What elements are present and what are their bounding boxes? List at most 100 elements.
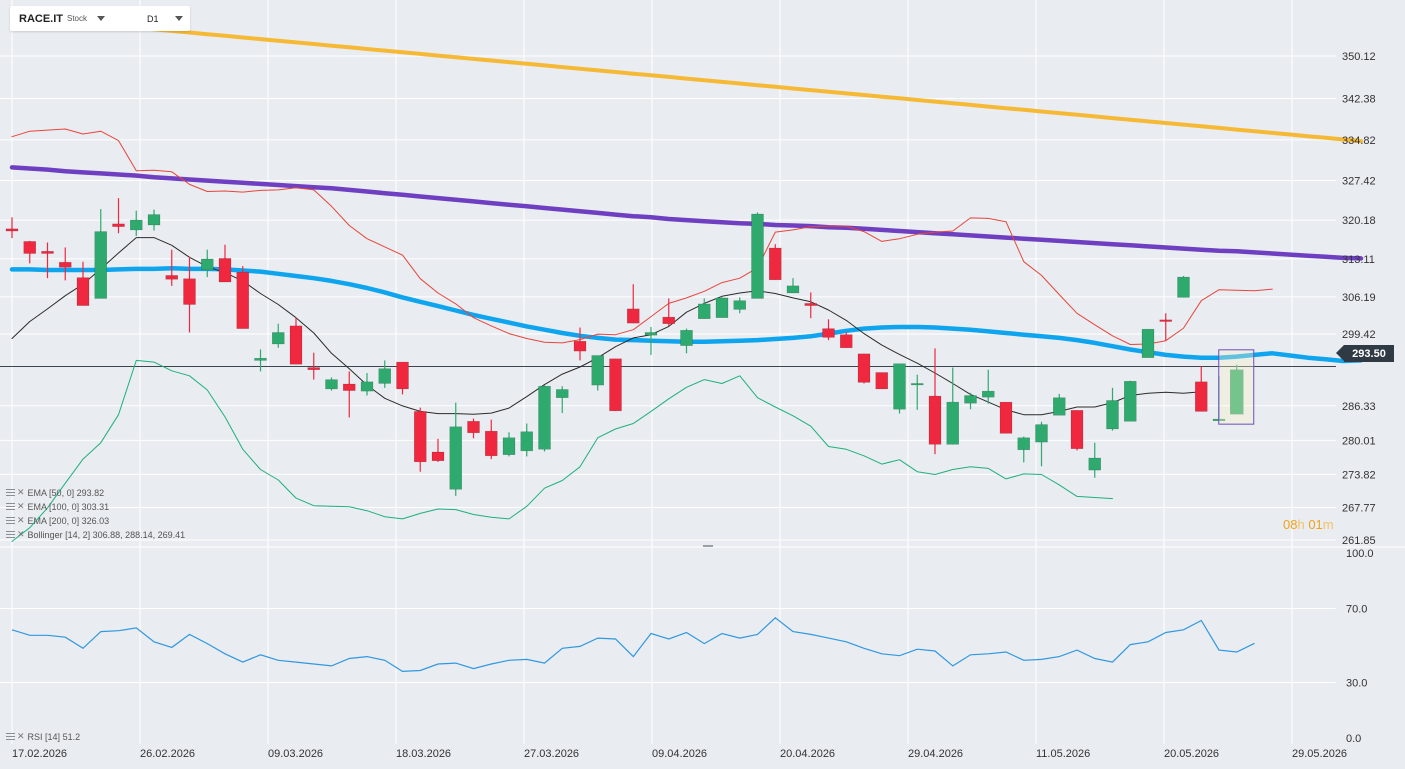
candle — [201, 249, 214, 278]
candle — [183, 256, 196, 333]
menu-icon[interactable] — [6, 517, 15, 524]
price-tick-label: 261.85 — [1342, 535, 1376, 547]
candle — [1195, 366, 1208, 412]
candle-body — [591, 355, 604, 386]
chevron-down-icon[interactable] — [97, 16, 106, 21]
date-tick-label: 20.04.2026 — [780, 748, 835, 760]
rsi-panel: 100.0 70.0 30.0 0.0 — [0, 548, 1374, 745]
candle-body — [1230, 369, 1244, 415]
bollinger-lower-line — [11, 359, 1113, 542]
candle — [733, 297, 746, 314]
timeframe-label[interactable]: D1 — [147, 13, 159, 24]
close-icon[interactable]: ✕ — [17, 515, 25, 525]
candle-body — [751, 213, 764, 299]
candle-body — [1088, 457, 1101, 471]
close-icon[interactable]: ✕ — [17, 487, 25, 497]
date-tick-label: 20.05.2026 — [1164, 748, 1219, 760]
candle-body — [1177, 276, 1190, 298]
candle — [23, 240, 36, 264]
price-tick-label: 320.18 — [1342, 215, 1376, 227]
legend-ema200[interactable]: ✕ EMA [200, 0] 326.03 — [6, 515, 109, 526]
candle — [272, 323, 285, 348]
legend-ema50-label: EMA [50, 0] 293.82 — [27, 487, 105, 498]
candle — [218, 244, 232, 283]
candle-body — [396, 361, 409, 390]
menu-icon[interactable] — [6, 503, 15, 510]
candle — [485, 419, 498, 460]
date-tick-label: 26.02.2026 — [140, 748, 195, 760]
candle — [289, 317, 303, 365]
price-axis[interactable]: 350.12 342.38 334.82 327.42 320.18 313.11 306.… — [1342, 51, 1376, 547]
candle-body — [59, 262, 72, 268]
date-tick-label: 27.03.2026 — [524, 748, 579, 760]
candle — [1159, 313, 1172, 341]
current-price-tag: 293.50 — [1336, 345, 1394, 362]
time-axis[interactable]: 17.02.2026 26.02.2026 09.03.2026 18.03.2026… — [12, 748, 1347, 760]
candle — [893, 363, 906, 414]
candle-body — [857, 353, 871, 383]
legend-ema100[interactable]: ✕ EMA [100, 0] 303.31 — [6, 501, 109, 512]
close-icon[interactable]: ✕ — [17, 501, 25, 511]
candle-body — [964, 395, 977, 404]
menu-icon[interactable] — [6, 489, 15, 496]
candle — [307, 352, 320, 380]
candle-body — [1035, 424, 1048, 443]
candle — [715, 297, 729, 318]
candle — [343, 371, 356, 418]
candle-body — [769, 247, 782, 281]
legend-ema50[interactable]: ✕ EMA [50, 0] 293.82 — [6, 487, 104, 498]
legend-bollinger[interactable]: ✕ Bollinger [14, 2] 306.88, 288.14, 269.… — [6, 529, 185, 540]
legend-rsi[interactable]: ✕ RSI [14] 51.2 — [6, 731, 80, 742]
menu-icon[interactable] — [6, 733, 15, 740]
price-tick-label: 273.82 — [1342, 469, 1376, 481]
candle-body — [1070, 410, 1084, 449]
candle — [786, 278, 800, 294]
ema200-line — [10, 14, 1363, 144]
menu-icon[interactable] — [6, 531, 15, 538]
chevron-down-icon[interactable] — [174, 16, 183, 21]
candle-body — [76, 277, 90, 306]
ema200-series-line — [10, 14, 1363, 144]
ema100-line — [9, 165, 1364, 261]
candle-body — [733, 300, 746, 310]
symbol-selector[interactable]: RACE.IT Stock D1 — [10, 6, 190, 31]
candle — [41, 242, 54, 279]
candle-body — [201, 258, 214, 271]
candle-body — [343, 383, 356, 391]
ema100-series-line — [9, 165, 1364, 261]
candle — [751, 212, 764, 299]
price-tick-label: 350.12 — [1342, 51, 1376, 63]
candle-body — [1017, 437, 1030, 451]
candle — [1088, 442, 1101, 478]
candle — [591, 355, 604, 391]
candle — [875, 372, 888, 390]
candle-body — [1053, 397, 1066, 416]
price-tick-label: 334.82 — [1342, 135, 1376, 147]
candle — [556, 386, 569, 414]
candle — [538, 385, 551, 452]
rsi-tick-label: 30.0 — [1346, 678, 1367, 690]
candle-body — [94, 231, 107, 299]
candlestick-series[interactable] — [5, 198, 1244, 496]
candle-body — [183, 278, 196, 305]
candle-body — [485, 430, 498, 457]
price-tick-label: 327.42 — [1342, 175, 1376, 187]
countdown-minutes: 01 — [1308, 517, 1323, 532]
candle — [1177, 275, 1190, 298]
candle-body — [982, 390, 995, 398]
close-icon[interactable]: ✕ — [17, 731, 25, 741]
candle — [822, 319, 835, 341]
chart-grid — [0, 0, 1405, 744]
candle — [928, 348, 942, 455]
candle — [520, 423, 533, 457]
candle-body — [627, 308, 640, 324]
countdown-m: m — [1322, 517, 1334, 532]
candle-body — [307, 367, 320, 370]
candle-body — [893, 363, 906, 410]
price-tick-label: 313.11 — [1342, 254, 1375, 266]
legend-ema200-label: EMA [200, 0] 326.03 — [27, 515, 110, 526]
candle — [165, 249, 178, 286]
close-icon[interactable]: ✕ — [17, 529, 25, 539]
candle-body — [698, 303, 711, 320]
